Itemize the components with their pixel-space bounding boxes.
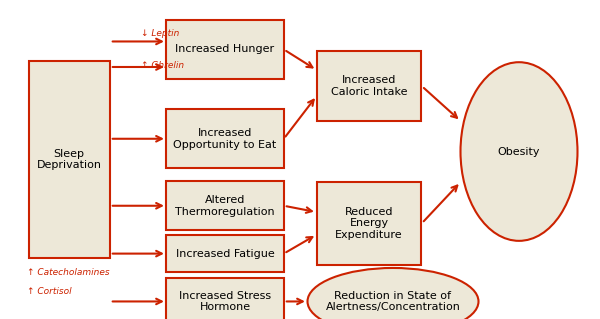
FancyBboxPatch shape [317, 182, 421, 265]
FancyBboxPatch shape [317, 51, 421, 121]
Text: Increased Hunger: Increased Hunger [175, 44, 275, 55]
Text: Increased
Opportunity to Eat: Increased Opportunity to Eat [173, 128, 277, 150]
FancyBboxPatch shape [166, 20, 284, 79]
Text: Increased Stress
Hormone: Increased Stress Hormone [179, 291, 271, 312]
Text: Obesity: Obesity [498, 146, 540, 157]
FancyBboxPatch shape [29, 61, 110, 258]
Text: ↑ Cortisol: ↑ Cortisol [27, 287, 71, 296]
FancyBboxPatch shape [166, 235, 284, 272]
Text: Reduction in State of
Alertness/Concentration: Reduction in State of Alertness/Concentr… [326, 291, 460, 312]
FancyBboxPatch shape [166, 181, 284, 230]
Text: Increased
Caloric Intake: Increased Caloric Intake [331, 75, 407, 97]
Text: Increased Fatigue: Increased Fatigue [176, 249, 274, 259]
Text: Sleep
Deprivation: Sleep Deprivation [37, 149, 101, 170]
Text: ↓ Leptin: ↓ Leptin [141, 29, 179, 38]
Text: ↑ Catecholamines: ↑ Catecholamines [27, 268, 110, 277]
Text: ↑ Ghrelin: ↑ Ghrelin [141, 61, 184, 70]
Text: Reduced
Energy
Expenditure: Reduced Energy Expenditure [335, 207, 403, 240]
Ellipse shape [461, 62, 577, 241]
FancyBboxPatch shape [166, 109, 284, 168]
Text: Altered
Thermoregulation: Altered Thermoregulation [175, 195, 275, 217]
FancyBboxPatch shape [166, 278, 284, 319]
Ellipse shape [308, 268, 479, 319]
